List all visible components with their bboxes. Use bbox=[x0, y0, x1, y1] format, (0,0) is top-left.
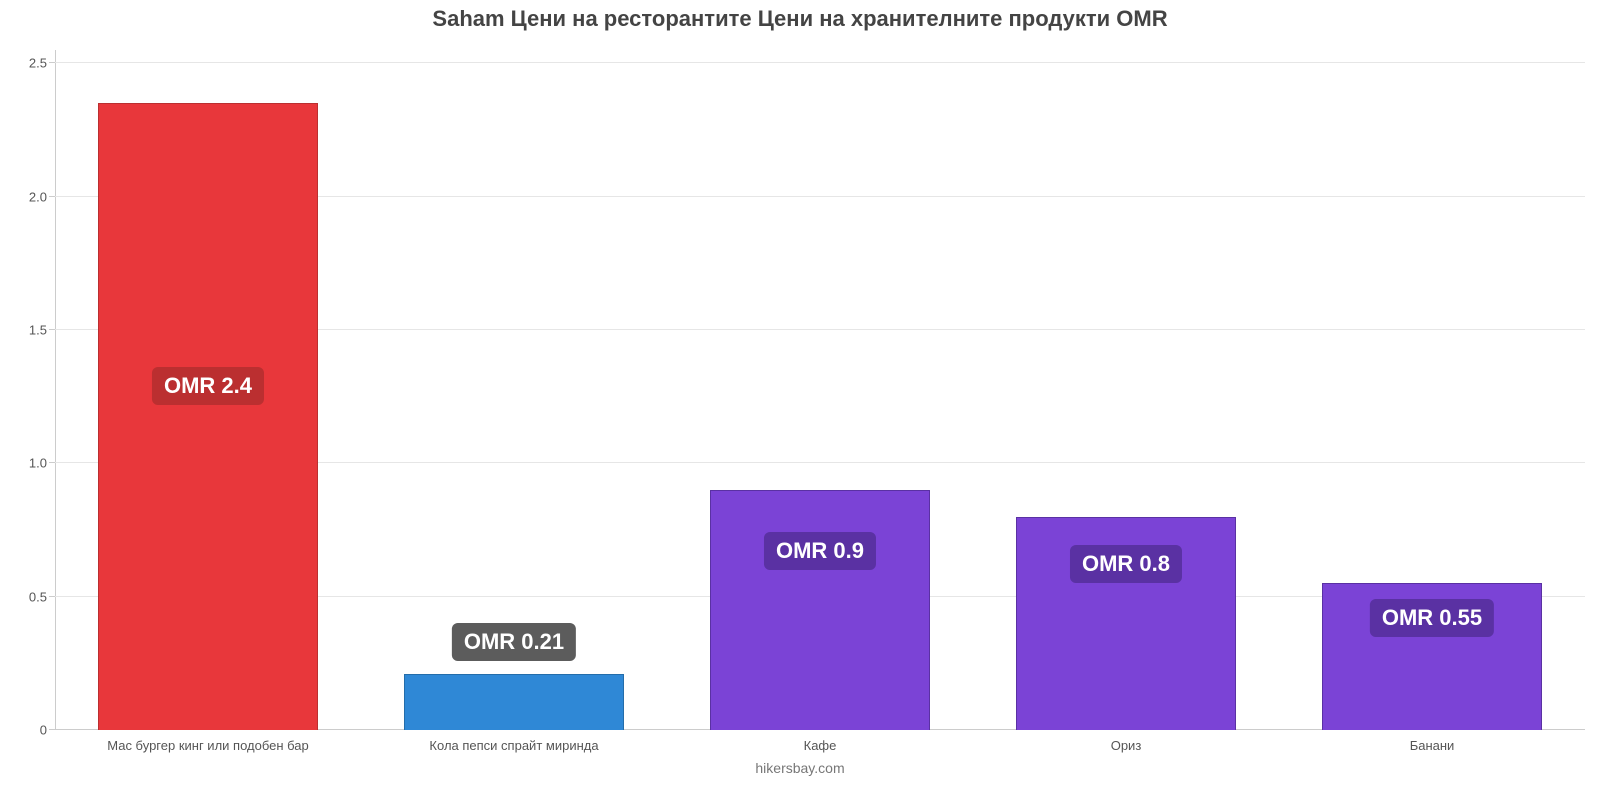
gridline bbox=[55, 62, 1585, 63]
value-badge: OMR 0.8 bbox=[1070, 545, 1182, 583]
value-badge: OMR 0.55 bbox=[1370, 599, 1494, 637]
ytick-mark bbox=[49, 462, 55, 463]
x-category-label: Мас бургер кинг или подобен бар bbox=[107, 738, 309, 753]
bar bbox=[404, 674, 624, 730]
value-badge: OMR 2.4 bbox=[152, 367, 264, 405]
ytick-mark bbox=[49, 729, 55, 730]
bar bbox=[710, 490, 930, 730]
plot-area: OMR 2.4 OMR 0.21 OMR 0.9 OMR 0.8 OMR 0.55 bbox=[55, 50, 1585, 730]
ytick-label: 0.5 bbox=[29, 589, 47, 604]
ytick-label: 1.0 bbox=[29, 456, 47, 471]
chart-title: Saham Цени на ресторантите Цени на храни… bbox=[0, 6, 1600, 32]
value-badge: OMR 0.21 bbox=[452, 623, 576, 661]
x-category-label: Банани bbox=[1410, 738, 1455, 753]
ytick-mark bbox=[49, 196, 55, 197]
ytick-label: 2.5 bbox=[29, 56, 47, 71]
ytick-mark bbox=[49, 596, 55, 597]
ytick-mark bbox=[49, 329, 55, 330]
y-axis-line bbox=[55, 50, 56, 730]
x-category-label: Кафе bbox=[804, 738, 837, 753]
value-badge: OMR 0.9 bbox=[764, 532, 876, 570]
bar bbox=[98, 103, 318, 730]
attribution-text: hikersbay.com bbox=[0, 760, 1600, 776]
ytick-mark bbox=[49, 62, 55, 63]
x-category-label: Кола пепси спрайт миринда bbox=[429, 738, 598, 753]
ytick-label: 0 bbox=[40, 723, 47, 738]
ytick-label: 2.0 bbox=[29, 189, 47, 204]
x-category-label: Ориз bbox=[1111, 738, 1142, 753]
ytick-label: 1.5 bbox=[29, 323, 47, 338]
